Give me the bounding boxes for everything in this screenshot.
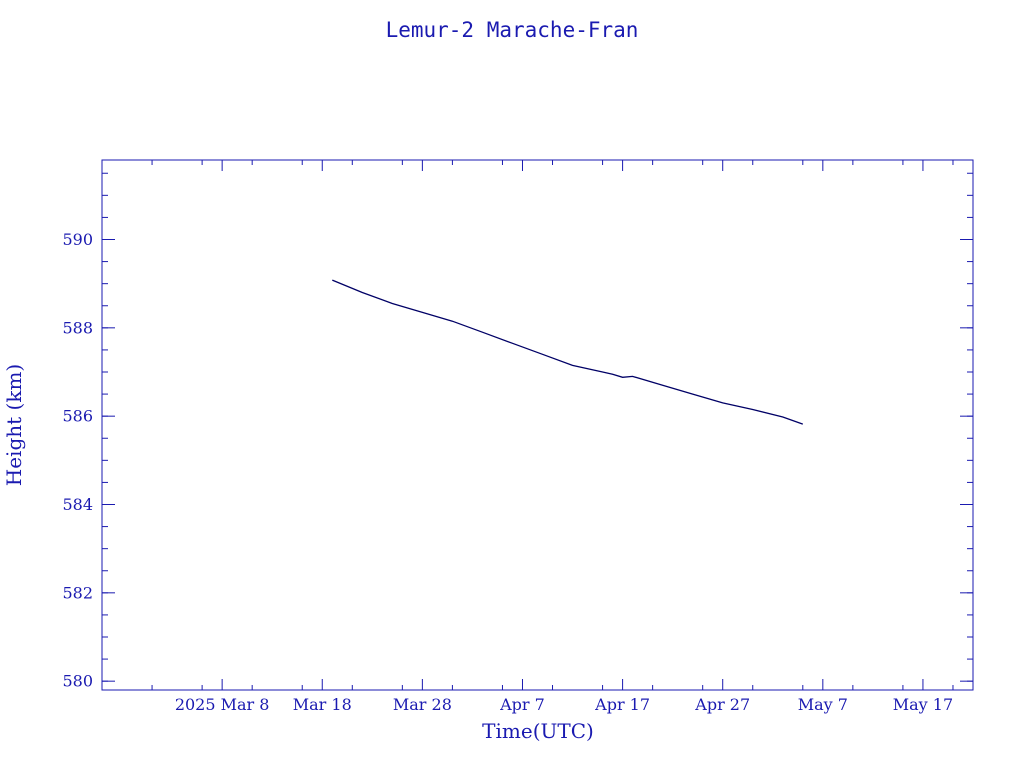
- x-axis-label: Time(UTC): [482, 719, 594, 743]
- axis-ticks: [101, 160, 973, 690]
- y-tick-label: 590: [62, 230, 93, 249]
- x-tick-label: Apr 17: [594, 695, 650, 714]
- y-tick-label: 588: [62, 318, 93, 337]
- x-tick-label: Apr 7: [499, 695, 545, 714]
- x-tick-label: Apr 27: [694, 695, 750, 714]
- y-tick-label: 582: [62, 583, 93, 602]
- y-tick-labels: 580 582 584 586 588 590: [62, 230, 93, 691]
- x-tick-label: May 17: [893, 695, 953, 714]
- x-tick-label: 2025 Mar 8: [175, 695, 270, 714]
- x-tick-label: Mar 28: [393, 695, 452, 714]
- y-tick-label: 586: [62, 407, 93, 426]
- x-tick-labels: 2025 Mar 8 Mar 18 Mar 28 Apr 7 Apr 17 Apr 27 M…: [175, 695, 953, 714]
- y-tick-label: 580: [62, 672, 93, 691]
- y-tick-label: 584: [62, 495, 93, 514]
- plot-frame: [101, 159, 974, 691]
- series-line: [332, 279, 804, 425]
- chart-title: Lemur-2 Marache-Fran: [386, 18, 639, 42]
- x-tick-label: Mar 18: [293, 695, 352, 714]
- y-axis-label: Height (km): [2, 364, 26, 486]
- x-tick-label: May 7: [798, 695, 848, 714]
